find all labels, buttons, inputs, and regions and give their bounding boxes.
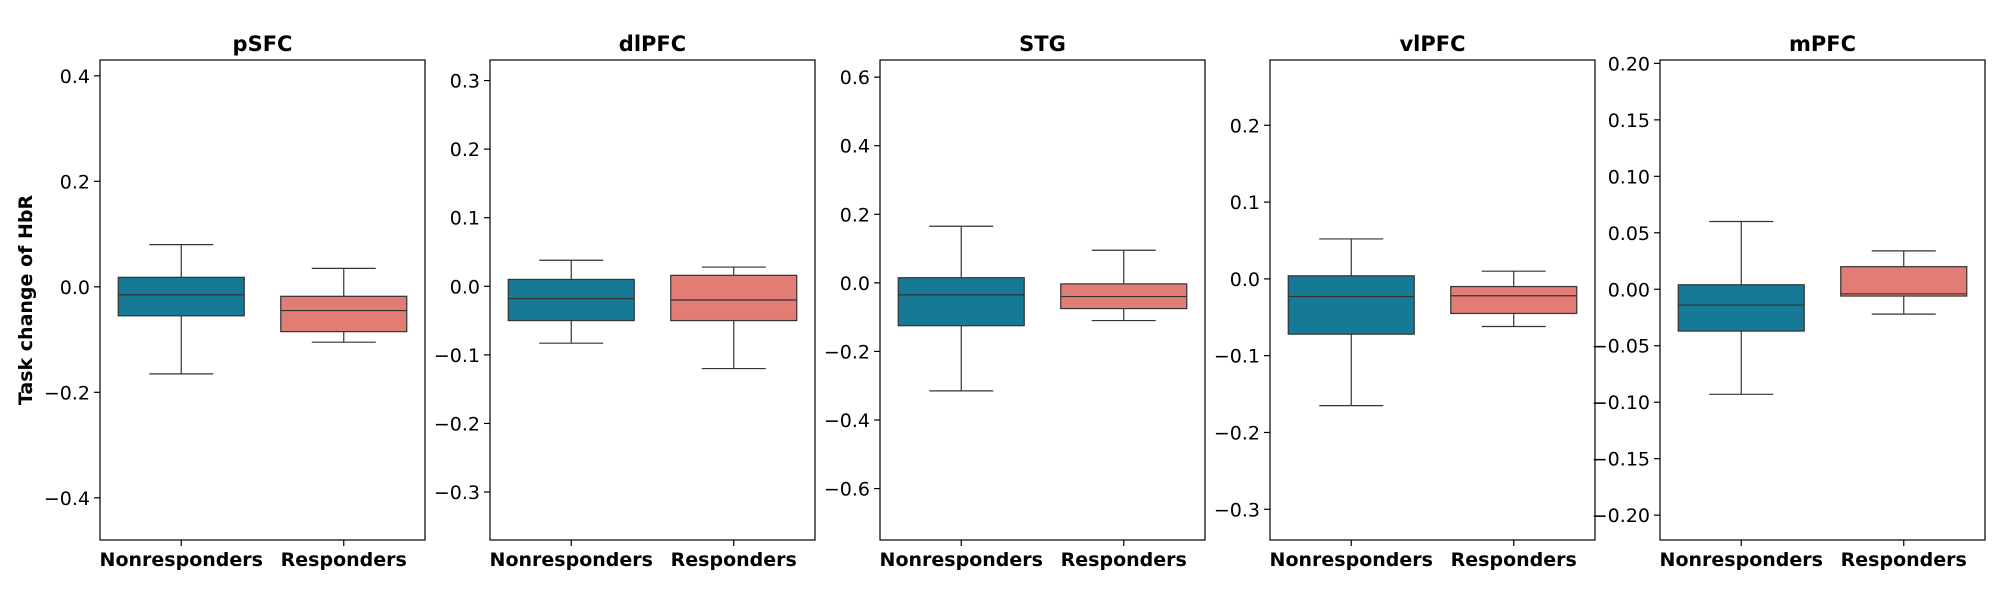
- category-label: Responders: [1451, 549, 1577, 571]
- y-tick-label: 0.4: [840, 136, 870, 158]
- panels: pSFC −0.4 −0.2 0.0 0.2 0.4 Nonresponders Respon…: [44, 32, 1986, 571]
- y-tick-label: 0.6: [840, 67, 870, 89]
- plot-frame: [1269, 59, 1596, 541]
- box-nonresponders: [1287, 238, 1415, 407]
- category-label: Nonresponders: [1660, 549, 1823, 571]
- y-axis-label: Task change of HbR: [15, 195, 37, 406]
- y-tick-label: 0.20: [1608, 53, 1650, 75]
- box-iqr: [507, 278, 635, 322]
- box-iqr: [1840, 266, 1968, 297]
- category-label: Responders: [1841, 549, 1967, 571]
- box-iqr: [117, 276, 245, 317]
- box-nonresponders: [897, 225, 1025, 392]
- y-tick-label: 0.10: [1608, 166, 1650, 188]
- box-responders: [670, 266, 798, 370]
- category-label: Nonresponders: [100, 549, 263, 571]
- box-iqr: [1287, 275, 1415, 335]
- box-responders: [1840, 250, 1968, 315]
- plot-frame: [489, 59, 816, 541]
- y-tick-label: −0.2: [44, 382, 90, 404]
- panel-mpfc: mPFC −0.20 −0.15 −0.10 −0.05 0.00 0.05 0.10 0.15…: [1592, 32, 1986, 571]
- y-tick-label: 0.1: [450, 208, 480, 230]
- panel-vlpfc: vlPFC −0.3 −0.2 −0.1 0.0 0.1 0.2 Nonresponders R…: [1214, 32, 1596, 571]
- y-tick-label: 0.05: [1608, 223, 1650, 245]
- y-tick-label: 0.0: [450, 276, 480, 298]
- box-responders: [1450, 270, 1578, 328]
- panel-title: dlPFC: [619, 32, 686, 56]
- y-tick-label: −0.10: [1592, 392, 1650, 414]
- box-nonresponders: [507, 259, 635, 344]
- y-tick-label: −0.20: [1592, 505, 1650, 527]
- y-tick-label: −0.3: [434, 482, 480, 504]
- y-tick-label: 0.0: [60, 277, 90, 299]
- box-iqr: [1450, 285, 1578, 315]
- y-tick-label: −0.3: [1214, 499, 1260, 521]
- y-tick-label: 0.4: [60, 66, 90, 88]
- y-tick-label: 0.2: [1230, 115, 1260, 137]
- panel-psfc: pSFC −0.4 −0.2 0.0 0.2 0.4 Nonresponders Respon…: [44, 32, 426, 571]
- panel-title: mPFC: [1789, 32, 1856, 56]
- box-responders: [280, 267, 408, 343]
- category-label: Responders: [671, 549, 797, 571]
- y-tick-label: −0.1: [1214, 346, 1260, 368]
- y-tick-label: 0.0: [1230, 269, 1260, 291]
- box-iqr: [1677, 284, 1805, 332]
- box-iqr: [280, 295, 408, 333]
- category-label: Responders: [1061, 549, 1187, 571]
- category-label: Nonresponders: [490, 549, 653, 571]
- y-tick-label: −0.1: [434, 345, 480, 367]
- y-tick-label: 0.00: [1608, 279, 1650, 301]
- plot-frame: [1659, 59, 1986, 541]
- box-iqr: [897, 277, 1025, 327]
- y-tick-label: 0.2: [840, 204, 870, 226]
- y-tick-label: −0.4: [824, 410, 870, 432]
- panel-stg: STG −0.6 −0.4 −0.2 0.0 0.2 0.4 0.6 Nonresponders…: [824, 32, 1206, 571]
- y-tick-label: 0.0: [840, 273, 870, 295]
- y-tick-label: 0.2: [450, 139, 480, 161]
- y-tick-label: 0.2: [60, 171, 90, 193]
- category-label: Nonresponders: [1270, 549, 1433, 571]
- box-iqr: [670, 274, 798, 322]
- category-label: Responders: [281, 549, 407, 571]
- y-tick-label: −0.4: [44, 488, 90, 510]
- panel-title: vlPFC: [1399, 32, 1465, 56]
- y-tick-label: −0.05: [1592, 336, 1650, 358]
- y-tick-label: −0.2: [1214, 422, 1260, 444]
- panel-title: pSFC: [233, 32, 293, 56]
- y-tick-label: 0.3: [450, 71, 480, 93]
- category-label: Nonresponders: [880, 549, 1043, 571]
- panel-dlpfc: dlPFC −0.3 −0.2 −0.1 0.0 0.1 0.2 0.3 Nonresponde…: [434, 32, 816, 571]
- box-nonresponders: [1677, 220, 1805, 395]
- y-tick-label: −0.2: [434, 413, 480, 435]
- y-tick-label: 0.15: [1608, 110, 1650, 132]
- plot-frame: [879, 59, 1206, 541]
- y-tick-label: −0.6: [824, 479, 870, 501]
- plot-frame: [99, 59, 426, 541]
- y-tick-label: −0.15: [1592, 449, 1650, 471]
- y-tick-label: −0.2: [824, 341, 870, 363]
- box-responders: [1060, 249, 1188, 322]
- box-nonresponders: [117, 244, 245, 375]
- panel-title: STG: [1019, 32, 1066, 56]
- y-tick-label: 0.1: [1230, 192, 1260, 214]
